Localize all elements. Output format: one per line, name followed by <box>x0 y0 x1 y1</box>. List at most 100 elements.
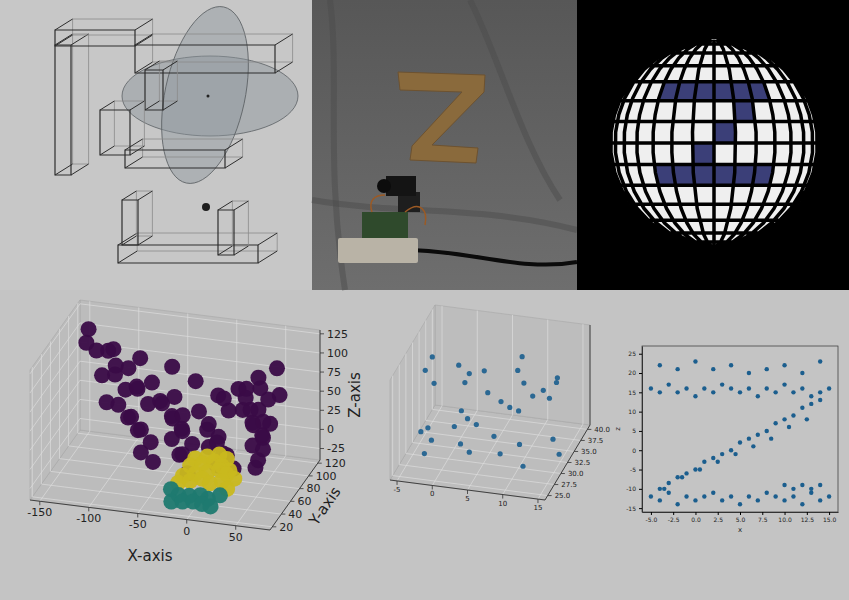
point <box>482 368 487 373</box>
tick-label: -50 <box>129 518 147 531</box>
point <box>693 467 697 471</box>
wire-edge <box>135 35 153 46</box>
point <box>164 359 180 375</box>
tick: -2.5 <box>668 512 680 523</box>
wire-edge <box>118 233 137 245</box>
point <box>800 406 804 410</box>
point <box>773 494 777 498</box>
axis-title: x <box>738 526 742 534</box>
wire-edge <box>137 233 277 251</box>
wire-edge <box>163 101 177 110</box>
point <box>550 437 555 442</box>
tick-mark <box>639 354 642 355</box>
tick-label: 25 <box>628 350 636 357</box>
axis-title: Z-axis <box>346 372 364 418</box>
tick: -15 <box>626 505 642 512</box>
grid-line <box>41 484 281 514</box>
tick-mark <box>639 450 642 451</box>
point <box>729 448 733 452</box>
axes: -505101525.027.530.032.535.037.540.0 <box>390 325 610 512</box>
wire-edge <box>118 245 258 263</box>
tick-mark <box>300 488 304 489</box>
points <box>78 321 287 514</box>
wireframe-diagram <box>55 0 298 263</box>
tick-mark <box>561 473 565 474</box>
tick: 7.5 <box>758 512 768 523</box>
tick-label: 25.0 <box>555 492 571 500</box>
point <box>818 398 822 402</box>
point <box>782 498 786 502</box>
tick-mark <box>320 372 324 373</box>
point <box>782 363 786 367</box>
tick-mark <box>397 481 398 485</box>
grid-line <box>30 323 80 393</box>
chart-3d: -150-100-5005020406080100120-25025507510… <box>27 300 364 565</box>
background-diagram <box>0 0 312 290</box>
point <box>260 392 276 408</box>
tick-mark <box>281 514 285 515</box>
point <box>662 487 666 491</box>
wire-edge <box>145 101 159 110</box>
chart-3d: -505101525.027.530.032.535.037.540.0 <box>390 305 610 512</box>
point <box>729 494 733 498</box>
point <box>99 394 115 410</box>
figure: -150-100-5005020406080100120-25025507510… <box>0 0 849 600</box>
point <box>675 367 679 371</box>
tick-mark <box>318 463 322 464</box>
point <box>729 386 733 390</box>
point <box>174 423 190 439</box>
grid-line <box>50 341 51 471</box>
wire-edge <box>138 191 152 200</box>
point <box>818 390 822 394</box>
grid-line <box>413 443 568 463</box>
wire-edge <box>73 34 89 164</box>
point <box>430 354 435 359</box>
tick-label: 2.5 <box>713 516 723 523</box>
grid-line <box>32 497 272 527</box>
point <box>465 416 470 421</box>
point <box>738 440 742 444</box>
point <box>791 487 795 491</box>
point <box>133 421 149 437</box>
tick-mark <box>320 410 324 411</box>
sphere-grid <box>610 40 818 247</box>
point <box>751 444 755 448</box>
point <box>175 407 191 423</box>
tick-label: 5 <box>465 495 469 503</box>
grid-line <box>406 454 561 474</box>
grid-line <box>419 431 574 451</box>
point <box>429 438 434 443</box>
wire-edge <box>100 101 114 110</box>
point <box>684 471 688 475</box>
axis-title: z <box>614 427 622 431</box>
point <box>423 368 428 373</box>
wire-edge <box>225 139 243 150</box>
tick-label: 120 <box>325 457 346 470</box>
point <box>702 460 706 464</box>
point <box>729 363 733 367</box>
tick-mark <box>88 507 89 511</box>
wire-edge <box>258 233 277 245</box>
point <box>418 429 423 434</box>
point <box>809 394 813 398</box>
point <box>108 358 124 374</box>
wire-edge <box>218 210 234 255</box>
grid-line <box>40 431 90 501</box>
tick-label: 25 <box>327 404 341 417</box>
grid-line <box>419 331 420 431</box>
tick: -5 <box>630 466 642 473</box>
pane-side <box>30 300 80 500</box>
points <box>649 359 832 506</box>
grid-line <box>41 354 42 484</box>
tick-label: 15 <box>533 504 542 512</box>
wire-edge <box>135 19 153 30</box>
point <box>422 451 427 456</box>
sphere-cell <box>714 121 736 143</box>
tick-label: -2.5 <box>668 516 680 523</box>
tick-mark <box>320 429 324 430</box>
tick-label: 12.5 <box>801 516 815 523</box>
wire-edge <box>159 61 177 101</box>
points <box>418 354 561 469</box>
point <box>787 425 791 429</box>
tick-mark <box>587 429 591 430</box>
